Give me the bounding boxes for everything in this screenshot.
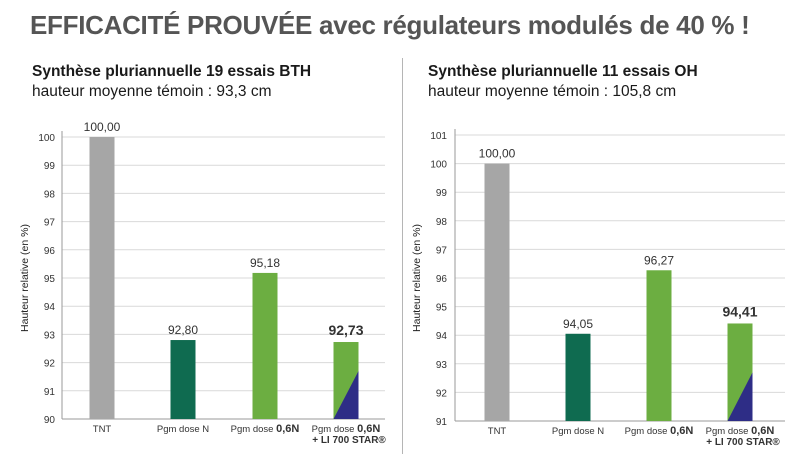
y-tick-label: 91 — [44, 387, 56, 398]
data-label: 92,73 — [328, 322, 363, 338]
bar — [484, 163, 510, 421]
headline: EFFICACITÉ PROUVÉE avec régulateurs modu… — [30, 10, 750, 40]
chart-2-subtitle: hauteur moyenne témoin : 105,8 cm — [428, 83, 677, 100]
x-tick-label-bold: 0,6N — [276, 423, 299, 435]
y-tick-label: 91 — [436, 417, 448, 428]
y-tick-label: 92 — [44, 359, 56, 370]
x-tick-label-line2: + LI 700 STAR® — [706, 437, 780, 448]
bar — [89, 137, 115, 419]
y-tick-label: 94 — [436, 331, 448, 342]
y-tick-label: 95 — [44, 274, 56, 285]
y-tick-label: 96 — [436, 274, 448, 285]
y-tick-label: 101 — [430, 131, 447, 142]
y-tick-label: 100 — [430, 160, 447, 171]
y-tick-label: 95 — [436, 303, 448, 314]
data-label: 100,00 — [84, 120, 121, 134]
x-tick-label-line2: + LI 700 STAR® — [312, 435, 386, 446]
y-tick-label: 94 — [44, 302, 56, 313]
x-tick-label-text: TNT — [93, 424, 112, 435]
x-tick-label-text: Pgm dose — [312, 424, 357, 435]
y-tick-label: 98 — [436, 217, 448, 228]
bar-triangle-overlay — [333, 371, 359, 419]
chart-2-title: Synthèse pluriannuelle 11 essais OH — [428, 63, 698, 80]
y-tick-label: 99 — [436, 188, 448, 199]
data-label: 94,05 — [563, 317, 593, 331]
data-label: 95,18 — [250, 256, 280, 270]
y-tick-label: 93 — [44, 330, 56, 341]
data-label: 92,80 — [168, 323, 198, 337]
y-tick-label: 100 — [38, 133, 55, 144]
x-tick-label: TNT — [93, 424, 112, 435]
bar — [646, 270, 672, 421]
x-tick-label-text: Pgm dose N — [157, 424, 209, 435]
x-tick-label-bold: 0,6N — [751, 425, 774, 437]
data-label: 94,41 — [722, 303, 757, 319]
x-tick-label: Pgm dose N — [157, 424, 209, 435]
data-label: 100,00 — [479, 147, 516, 161]
y-tick-label: 97 — [436, 245, 448, 256]
x-tick-label: Pgm dose 0,6N — [706, 425, 775, 437]
chart-1-title: Synthèse pluriannuelle 19 essais BTH — [32, 63, 312, 80]
x-tick-label: Pgm dose 0,6N — [625, 425, 694, 437]
x-tick-label-text: Pgm dose N — [552, 426, 604, 437]
bar — [170, 340, 196, 419]
y-tick-label: 93 — [436, 360, 448, 371]
x-tick-label: Pgm dose 0,6N — [312, 423, 381, 435]
chart-1-subtitle: hauteur moyenne témoin : 93,3 cm — [32, 83, 272, 100]
x-tick-label-text: Pgm dose — [706, 426, 751, 437]
x-tick-label-bold: 0,6N — [670, 425, 693, 437]
y-axis-title: Hauteur relative (en %) — [411, 224, 423, 332]
x-tick-label-text: TNT — [488, 426, 507, 437]
bar — [252, 272, 278, 419]
x-tick-label-text: Pgm dose — [625, 426, 670, 437]
data-label: 96,27 — [644, 253, 674, 267]
y-tick-label: 92 — [436, 388, 448, 399]
x-tick-label-text: Pgm dose — [231, 424, 276, 435]
y-tick-label: 90 — [44, 415, 56, 426]
y-tick-label: 99 — [44, 161, 56, 172]
bar — [565, 333, 591, 421]
panel-divider — [402, 58, 403, 454]
y-tick-label: 98 — [44, 189, 56, 200]
y-tick-label: 97 — [44, 218, 56, 229]
y-axis-title: Hauteur relative (en %) — [19, 224, 31, 332]
x-tick-label-bold: 0,6N — [357, 423, 380, 435]
x-tick-label: TNT — [488, 426, 507, 437]
bar-triangle-overlay — [727, 372, 753, 421]
x-tick-label: Pgm dose N — [552, 426, 604, 437]
y-tick-label: 96 — [44, 246, 56, 257]
x-tick-label: Pgm dose 0,6N — [231, 423, 300, 435]
